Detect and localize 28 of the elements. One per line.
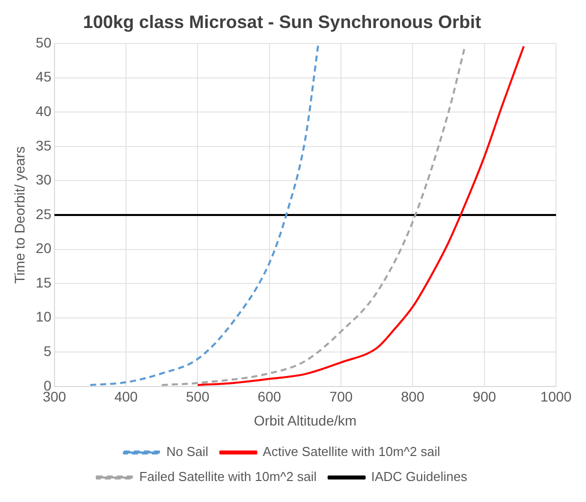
y-tick-label: 5 <box>44 342 52 359</box>
y-tick-label: 25 <box>36 206 52 222</box>
y-tick-label: 45 <box>36 68 52 85</box>
chart-title: 100kg class Microsat - Sun Synchronous Orbit <box>82 12 482 32</box>
legend-label: IADC Guidelines <box>371 469 468 484</box>
x-tick-label: 1000 <box>540 388 572 405</box>
legend-label: Failed Satellite with 10m^2 sail <box>139 469 317 484</box>
line-series <box>196 45 525 386</box>
x-tick-label: 900 <box>472 388 496 405</box>
y-tick-label: 35 <box>36 137 52 154</box>
y-axis-title: Time to Deorbit/ years <box>11 146 28 284</box>
x-tick-label: 600 <box>258 388 282 405</box>
line-series <box>89 44 320 386</box>
legend-label: No Sail <box>166 444 208 460</box>
legend-label: Active Satellite with 10m^2 sail <box>262 444 440 460</box>
x-tick-label: 700 <box>329 388 353 405</box>
y-tick-label: 10 <box>36 308 52 325</box>
x-tick-label: 400 <box>114 388 138 405</box>
y-tick-label: 30 <box>36 172 52 188</box>
y-tick-label: 40 <box>36 103 52 120</box>
x-axis-title: Orbit Altitude/km <box>254 412 357 428</box>
line-series <box>160 48 466 386</box>
y-tick-label: 20 <box>36 240 52 256</box>
y-tick-label: 50 <box>36 34 52 50</box>
x-tick-label: 800 <box>401 388 425 405</box>
y-tick-label: 15 <box>36 274 52 290</box>
x-tick-label: 500 <box>186 388 210 405</box>
y-tick-label: 0 <box>44 377 52 394</box>
